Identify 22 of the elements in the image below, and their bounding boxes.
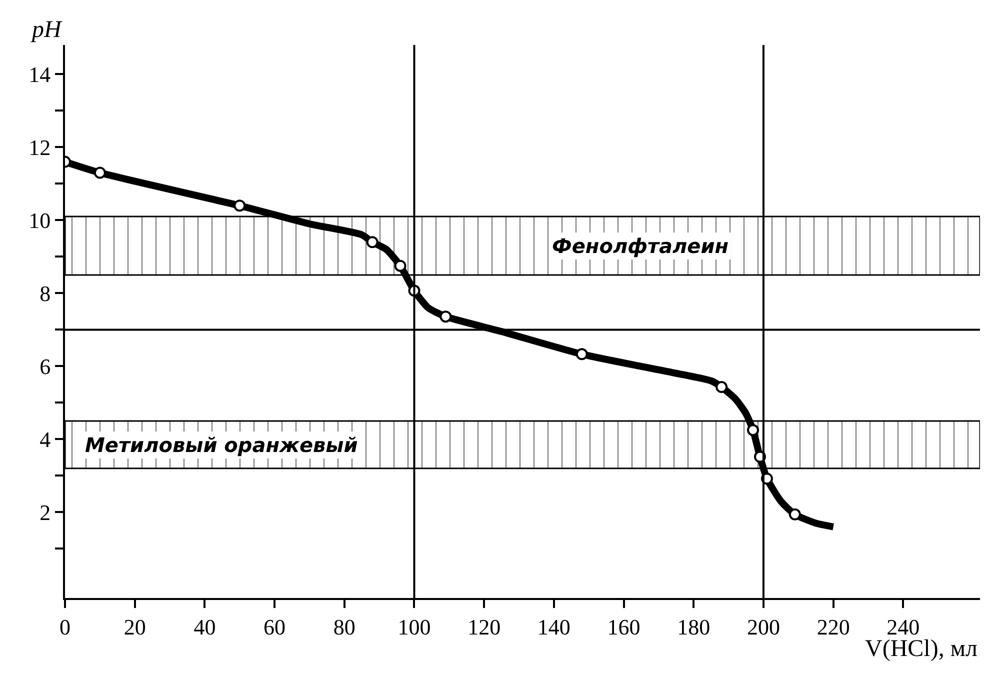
x-tick-label: 220 [816,614,850,640]
band-label: Метиловый оранжевый [85,433,358,457]
x-tick-label: 0 [60,614,70,640]
y-tick-label: 8 [40,280,51,306]
x-tick-label: 60 [264,614,286,640]
x-tick-label: 200 [746,614,780,640]
y-axis-title: pH [30,17,63,43]
x-tick-label: 180 [677,614,710,640]
x-tick-label: 120 [468,614,501,640]
x-tick-label: 100 [398,614,431,640]
y-tick-label: 14 [28,62,51,87]
x-tick-label: 20 [124,614,146,640]
band-label: Фенолфталеин [552,234,729,258]
y-tick-label: 4 [40,426,51,452]
y-tick-label: 2 [40,500,51,525]
x-tick-label: 80 [333,614,356,640]
x-tick-label: 140 [537,614,570,640]
y-tick-label: 6 [40,354,51,379]
x-tick-label: 160 [607,614,640,640]
y-tick-label: 10 [28,208,51,233]
x-tick-label: 40 [194,614,216,640]
y-tick-label: 12 [28,134,51,160]
